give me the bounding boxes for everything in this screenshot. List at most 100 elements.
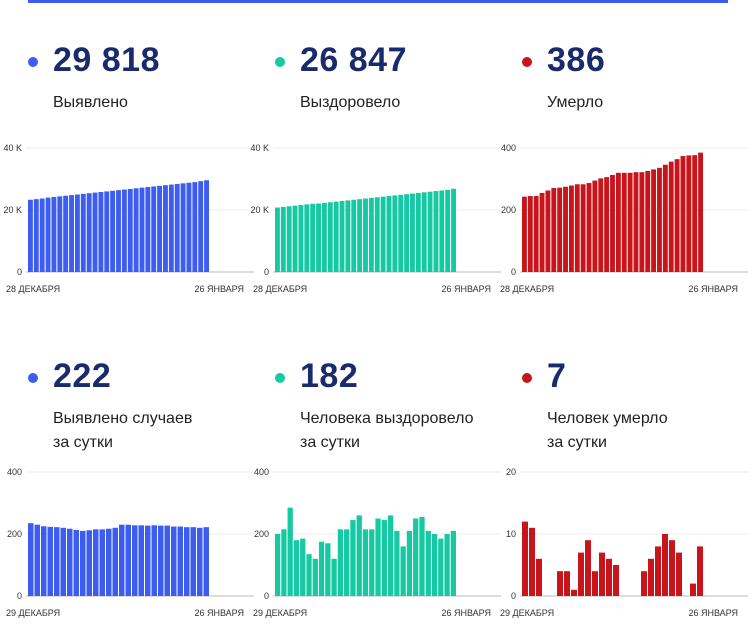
bar (398, 194, 404, 272)
bar (321, 202, 327, 272)
bar (47, 526, 53, 596)
y-tick-label: 20 (506, 467, 516, 477)
x-start-label: 29 ДЕКАБРЯ (253, 608, 307, 618)
bar (145, 525, 151, 596)
bar (99, 529, 105, 596)
bar (645, 170, 651, 272)
bar (574, 184, 580, 272)
bar (527, 196, 533, 272)
bar (121, 189, 127, 272)
y-tick-label: 40 K (3, 143, 22, 153)
bar (557, 571, 563, 596)
bar (386, 196, 392, 272)
y-tick-label: 40 K (250, 143, 269, 153)
top-accent-bar (28, 0, 728, 3)
bar (298, 205, 304, 272)
bar (339, 201, 345, 272)
stat-label-line: Выявлено (53, 94, 128, 111)
x-end-label: 26 ЯНВАРЯ (441, 284, 491, 294)
bar (648, 558, 654, 596)
bar (132, 525, 138, 596)
bar (557, 187, 563, 272)
bar (116, 190, 121, 272)
bar (171, 526, 177, 596)
bar (174, 183, 180, 272)
series-dot-icon (28, 57, 38, 67)
bar (337, 529, 344, 596)
bar (344, 529, 350, 596)
x-start-label: 28 ДЕКАБРЯ (253, 284, 307, 294)
bar (331, 558, 337, 596)
bar (431, 534, 438, 596)
bar (158, 525, 164, 596)
bar (533, 196, 539, 272)
bar (633, 172, 639, 272)
y-tick-label: 200 (7, 529, 22, 539)
bar (668, 161, 674, 272)
bar-chart: 0 200 400 29 ДЕКАБРЯ 26 ЯНВАРЯ (6, 467, 254, 618)
stat-label: Умерло (547, 91, 753, 115)
bar (63, 195, 69, 272)
bar (551, 187, 557, 272)
bar (33, 199, 39, 272)
y-tick-label: 0 (17, 267, 22, 277)
bar (74, 194, 80, 272)
x-start-label: 29 ДЕКАБРЯ (6, 608, 60, 618)
bar (686, 155, 692, 272)
bar (375, 518, 381, 596)
bar (413, 518, 419, 596)
x-end-label: 26 ЯНВАРЯ (688, 608, 738, 618)
bar (606, 558, 612, 596)
bar (168, 184, 174, 272)
bar (287, 507, 293, 596)
bar-chart: 0 200 400 28 ДЕКАБРЯ 26 ЯНВАРЯ (500, 143, 748, 294)
bar (641, 571, 647, 596)
stat-panel: 182 Человека выздоровело за сутки 0 200 400 29… (253, 316, 510, 626)
bar (318, 541, 325, 596)
stat-label-line: Выявлено случаев (53, 410, 193, 427)
bar (286, 206, 292, 272)
bar (34, 524, 40, 596)
bar (394, 530, 400, 596)
bar (615, 172, 621, 272)
bar (669, 540, 675, 596)
bar (592, 571, 598, 596)
bar (613, 565, 619, 596)
bar (327, 202, 333, 272)
bar (125, 524, 131, 596)
bar (571, 589, 577, 596)
stat-panel: 26 847 Выздоровело 0 20 K 40 K 28 ДЕКАБРЯ 26 Я… (250, 0, 510, 310)
bar (192, 182, 198, 272)
bar (368, 197, 374, 272)
bar (639, 172, 645, 272)
bar (621, 172, 627, 272)
bar (350, 520, 356, 596)
bar (421, 192, 427, 272)
bar (292, 205, 298, 272)
bar (697, 546, 703, 596)
bar (67, 528, 73, 596)
bar (522, 196, 527, 272)
stat-label: Человека выздоровело за сутки (300, 407, 510, 455)
bar (662, 534, 668, 596)
stat-label-line: Умерло (547, 94, 604, 111)
bar (69, 195, 74, 272)
y-tick-label: 400 (501, 143, 516, 153)
stat-value: 222 (53, 357, 112, 395)
bar (197, 527, 203, 596)
bar (325, 543, 331, 596)
bar (529, 527, 535, 596)
x-end-label: 26 ЯНВАРЯ (688, 284, 738, 294)
bar (275, 207, 280, 272)
bar (119, 524, 125, 596)
bar (357, 199, 363, 272)
bar (374, 197, 380, 272)
y-tick-label: 400 (254, 467, 269, 477)
bar (362, 529, 369, 596)
series-dot-icon (275, 373, 285, 383)
bar (204, 180, 209, 272)
bar (157, 185, 163, 272)
y-tick-label: 20 K (3, 205, 22, 215)
stat-label-line: за сутки (53, 434, 113, 451)
bar (363, 198, 368, 272)
